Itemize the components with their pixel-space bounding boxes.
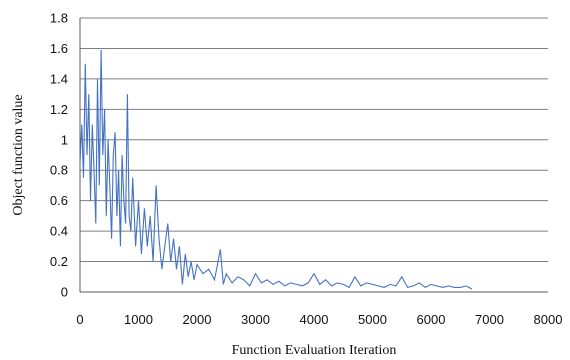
x-tick-label: 6000 (417, 312, 446, 327)
x-tick-label: 0 (76, 312, 83, 327)
y-tick-label: 0.8 (50, 163, 68, 178)
y-tick-label: 0.4 (50, 224, 68, 239)
y-tick-label: 1.2 (50, 102, 68, 117)
x-tick-label: 1000 (124, 312, 153, 327)
y-axis-ticks: 0 0.2 0.4 0.6 0.8 1 1.2 1.4 1.6 1.8 (50, 11, 68, 300)
y-axis-label: Object function value (11, 94, 26, 215)
x-tick-label: 7000 (475, 312, 504, 327)
gridlines (80, 17, 548, 263)
series-line (79, 49, 473, 290)
x-axis-ticks: 0 1000 2000 3000 4000 5000 6000 7000 8000 (76, 312, 562, 327)
x-tick-label: 4000 (300, 312, 329, 327)
y-tick-label: 1.4 (50, 71, 68, 86)
y-tick-label: 0 (61, 285, 68, 300)
y-tick-label: 1.6 (50, 41, 68, 56)
x-tick-label: 3000 (241, 312, 270, 327)
x-tick-label: 2000 (183, 312, 212, 327)
y-tick-label: 0.2 (50, 254, 68, 269)
y-tick-label: 0.6 (50, 193, 68, 208)
x-tick-label: 8000 (534, 312, 563, 327)
y-tick-label: 1 (61, 132, 68, 147)
y-tick-label: 1.8 (50, 11, 68, 26)
x-axis-label: Function Evaluation Iteration (232, 343, 397, 358)
x-tick-label: 5000 (358, 312, 387, 327)
